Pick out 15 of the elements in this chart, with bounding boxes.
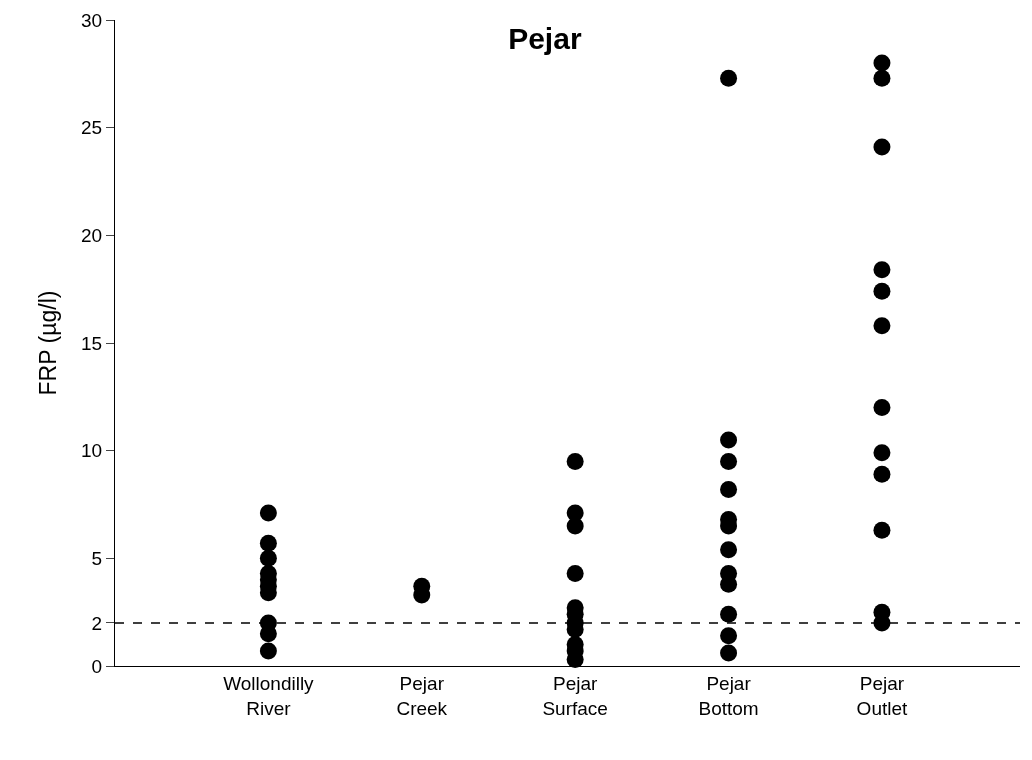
x-tick-label: Pejar Outlet <box>856 672 909 719</box>
y-tick-label: 2 <box>91 612 103 634</box>
x-tick-label: Pejar Bottom <box>698 672 759 719</box>
y-axis-title: FRP (µg/l) <box>34 290 61 396</box>
y-tick-label: 30 <box>81 9 103 31</box>
y-tick-label: 0 <box>91 655 103 677</box>
x-tick-label: Wollondilly River <box>223 672 315 719</box>
y-tick-label: 10 <box>81 440 103 462</box>
y-tick-label: 25 <box>81 117 103 139</box>
x-tick-label: Pejar Creek <box>396 672 448 719</box>
y-tick-label: 15 <box>81 332 103 354</box>
y-tick-label: 5 <box>91 547 103 569</box>
y-tick-label: 20 <box>81 224 103 246</box>
x-tick-label: Pejar Surface <box>542 672 608 719</box>
chart-title: Pejar <box>508 21 582 55</box>
